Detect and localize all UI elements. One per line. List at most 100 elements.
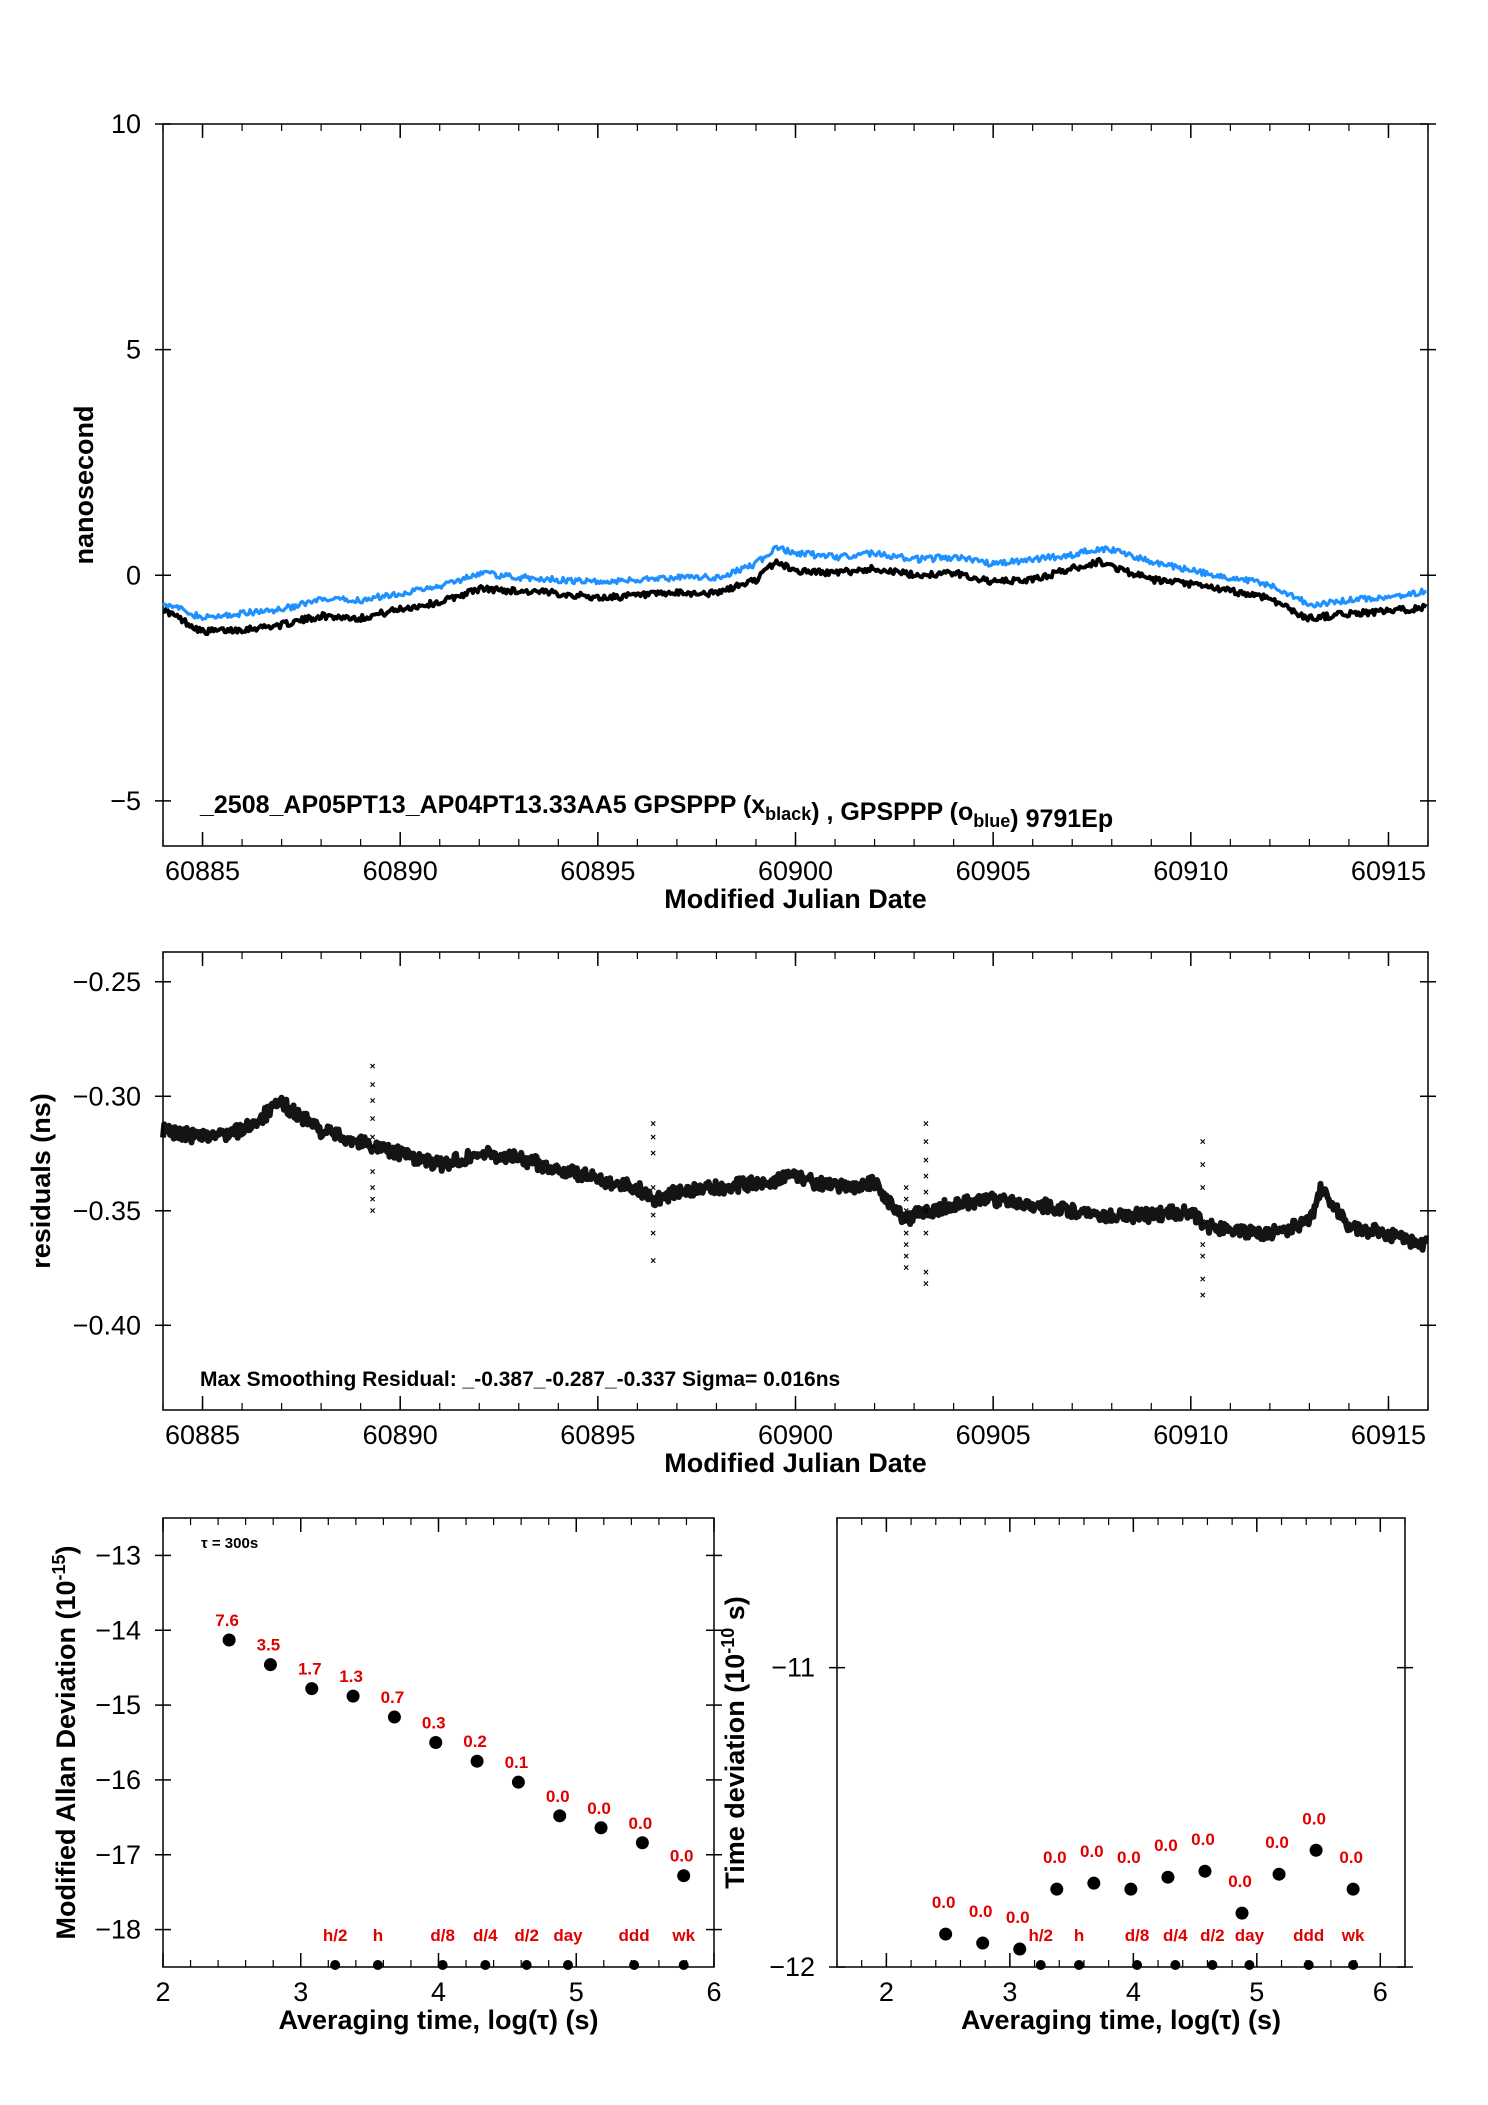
outlier-x-mark: × — [370, 1167, 376, 1178]
chart-residuals-panel: 60885 60890 60895 60900 60905 60910 60915 −0.25… — [26, 951, 1436, 1478]
period-label: d/4 — [473, 1926, 498, 1945]
data-value-label: 0.0 — [1154, 1836, 1178, 1855]
period-marker — [1132, 1960, 1143, 1970]
outlier-x-mark: × — [923, 1155, 929, 1166]
outlier-x-mark: × — [923, 1229, 929, 1240]
data-value-label: 0.0 — [587, 1799, 611, 1818]
residual-band — [160, 1094, 1430, 1253]
data-point — [511, 1775, 525, 1789]
data-point — [1161, 1870, 1175, 1884]
y-tick-label: −0.30 — [73, 1081, 141, 1111]
data-value-label: 0.0 — [932, 1893, 956, 1912]
outlier-x-mark: × — [923, 1279, 929, 1290]
y-tick-label: −5 — [110, 786, 141, 816]
period-marker — [1244, 1960, 1255, 1970]
y-axis-title-part: Modified Allan Deviation (10 — [51, 1580, 81, 1939]
outlier-x-mark: × — [1200, 1291, 1206, 1302]
y-tick-label: −18 — [95, 1915, 141, 1945]
outlier-x-mark: × — [650, 1119, 656, 1130]
x-tick-label: 60895 — [560, 856, 635, 886]
data-point — [346, 1689, 360, 1703]
outlier-x-mark: × — [650, 1256, 656, 1267]
outlier-x-mark: × — [903, 1194, 909, 1205]
outlier-x-mark: × — [370, 1183, 376, 1194]
x-tick-label: 5 — [1249, 1977, 1264, 2007]
annotation-subscript: black — [765, 804, 812, 824]
y-tick-label: −0.40 — [73, 1310, 141, 1340]
outlier-x-mark: × — [1200, 1183, 1206, 1194]
outlier-x-mark: × — [923, 1187, 929, 1198]
outlier-x-mark: × — [1200, 1137, 1206, 1148]
outlier-x-mark: × — [650, 1132, 656, 1143]
data-value-label: 0.0 — [546, 1787, 570, 1806]
period-marker — [1207, 1960, 1218, 1970]
period-label: d/4 — [1163, 1926, 1188, 1945]
y-tick-label: 10 — [111, 109, 141, 139]
data-value-label: 0.0 — [1117, 1848, 1141, 1867]
data-point — [263, 1658, 277, 1672]
period-label: d/8 — [1125, 1926, 1150, 1945]
data-value-label: 0.0 — [1228, 1872, 1252, 1891]
outlier-x-mark: × — [370, 1080, 376, 1091]
x-axis-title: Averaging time, log(τ) (s) — [278, 2005, 598, 2035]
x-tick-label: 60885 — [165, 856, 240, 886]
data-point — [470, 1754, 484, 1768]
period-label: h — [373, 1926, 383, 1945]
outlier-x-mark: × — [1200, 1274, 1206, 1285]
period-label: wk — [671, 1926, 695, 1945]
period-label: ddd — [619, 1926, 650, 1945]
outlier-x-mark: × — [650, 1183, 656, 1194]
y-axis-title-superscript: -15 — [49, 1554, 69, 1580]
outlier-x-mark: × — [903, 1217, 909, 1228]
period-marker — [1035, 1960, 1046, 1970]
x-tick-label: 3 — [293, 1977, 308, 2007]
period-marker — [629, 1960, 640, 1970]
data-point — [1124, 1882, 1138, 1896]
period-label: wk — [1341, 1926, 1365, 1945]
data-value-label: 0.0 — [1080, 1842, 1104, 1861]
series-line-black — [162, 556, 1428, 637]
plot-frame — [836, 1517, 1406, 1968]
outlier-x-mark: × — [903, 1183, 909, 1194]
y-tick-label: −0.35 — [73, 1196, 141, 1226]
data-value-label: 0.0 — [1043, 1848, 1067, 1867]
period-label: day — [1235, 1926, 1265, 1945]
period-label: d/8 — [430, 1926, 455, 1945]
data-point — [429, 1736, 443, 1749]
outlier-x-mark: × — [370, 1062, 376, 1073]
outlier-x-mark: × — [650, 1210, 656, 1221]
period-marker — [1303, 1960, 1314, 1970]
x-tick-label: 60890 — [363, 856, 438, 886]
data-point — [594, 1821, 608, 1835]
x-tick-label: 2 — [155, 1977, 170, 2007]
outlier-x-mark: × — [923, 1268, 929, 1279]
y-tick-label: −17 — [95, 1840, 141, 1870]
outlier-x-mark: × — [650, 1229, 656, 1240]
outlier-x-mark: × — [370, 1142, 376, 1153]
y-tick-label: 0 — [126, 560, 141, 590]
x-tick-label: 5 — [569, 1977, 584, 2007]
period-marker — [372, 1960, 383, 1970]
period-marker — [521, 1960, 532, 1970]
x-tick-label: 60885 — [165, 1420, 240, 1450]
outlier-x-mark: × — [370, 1114, 376, 1125]
outlier-x-mark: × — [903, 1263, 909, 1274]
data-point — [305, 1682, 319, 1696]
period-marker — [562, 1960, 573, 1970]
chart-annotation: _2508_AP05PT13_AP04PT13.33AA5 GPSPPP (xb… — [199, 791, 1113, 833]
period-label: ddd — [1293, 1926, 1324, 1945]
x-tick-label: 60905 — [956, 856, 1031, 886]
data-point — [976, 1936, 990, 1950]
data-point — [553, 1809, 567, 1823]
x-tick-label: 60900 — [758, 1420, 833, 1450]
data-value-label: 0.1 — [505, 1753, 529, 1772]
period-marker — [330, 1960, 341, 1970]
x-tick-label: 60915 — [1351, 856, 1426, 886]
x-tick-label: 60895 — [560, 1420, 635, 1450]
outlier-x-mark: × — [1200, 1217, 1206, 1228]
y-axis-title: nanosecond — [69, 405, 99, 564]
chart-annotation: Max Smoothing Residual: _-0.387_-0.287_-… — [200, 1368, 840, 1391]
chart-tdev-panel: 2 3 4 5 6 −11 −12 Averaging time, log(τ) (s) Tim… — [718, 1517, 1413, 2035]
data-point — [1346, 1882, 1360, 1896]
annotation-part: ) 9791Ep — [1010, 805, 1113, 833]
